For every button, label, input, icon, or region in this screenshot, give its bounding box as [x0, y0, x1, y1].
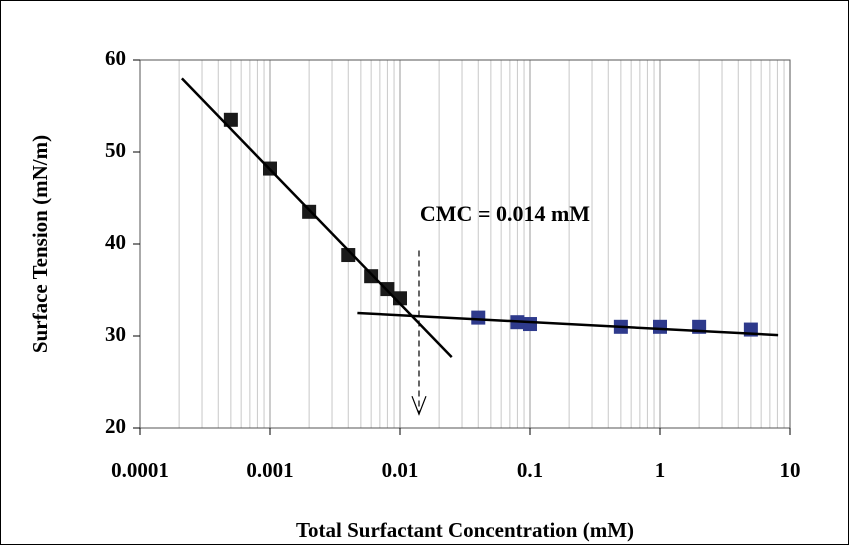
x-tick-label: 0.0001 [111, 458, 169, 482]
data-point [523, 317, 537, 332]
fit-line [357, 311, 779, 337]
y-tick-label: 30 [105, 322, 126, 346]
data-point [471, 310, 486, 325]
x-tick-label: 0.01 [382, 458, 419, 482]
fit-line [180, 77, 453, 359]
data-point [341, 248, 356, 263]
cmc-arrow-head [411, 395, 427, 416]
y-axis-label: Surface Tension (mN/m) [28, 135, 52, 353]
data-point [302, 204, 317, 219]
data-point [223, 112, 238, 127]
data-point [364, 269, 379, 284]
data-point [653, 319, 667, 334]
y-tick-label: 50 [105, 138, 126, 162]
y-tick-label: 40 [105, 230, 126, 254]
y-tick-label: 60 [105, 46, 126, 70]
y-tick-label: 20 [105, 414, 126, 438]
annotation: CMC = 0.014 mM [420, 201, 590, 226]
x-tick-label: 0.001 [246, 458, 293, 482]
x-axis-label: Total Surfactant Concentration (mM) [296, 518, 634, 542]
x-tick-label: 10 [780, 458, 801, 482]
x-tick-label: 1 [655, 458, 666, 482]
x-tick-label: 0.1 [517, 458, 543, 482]
